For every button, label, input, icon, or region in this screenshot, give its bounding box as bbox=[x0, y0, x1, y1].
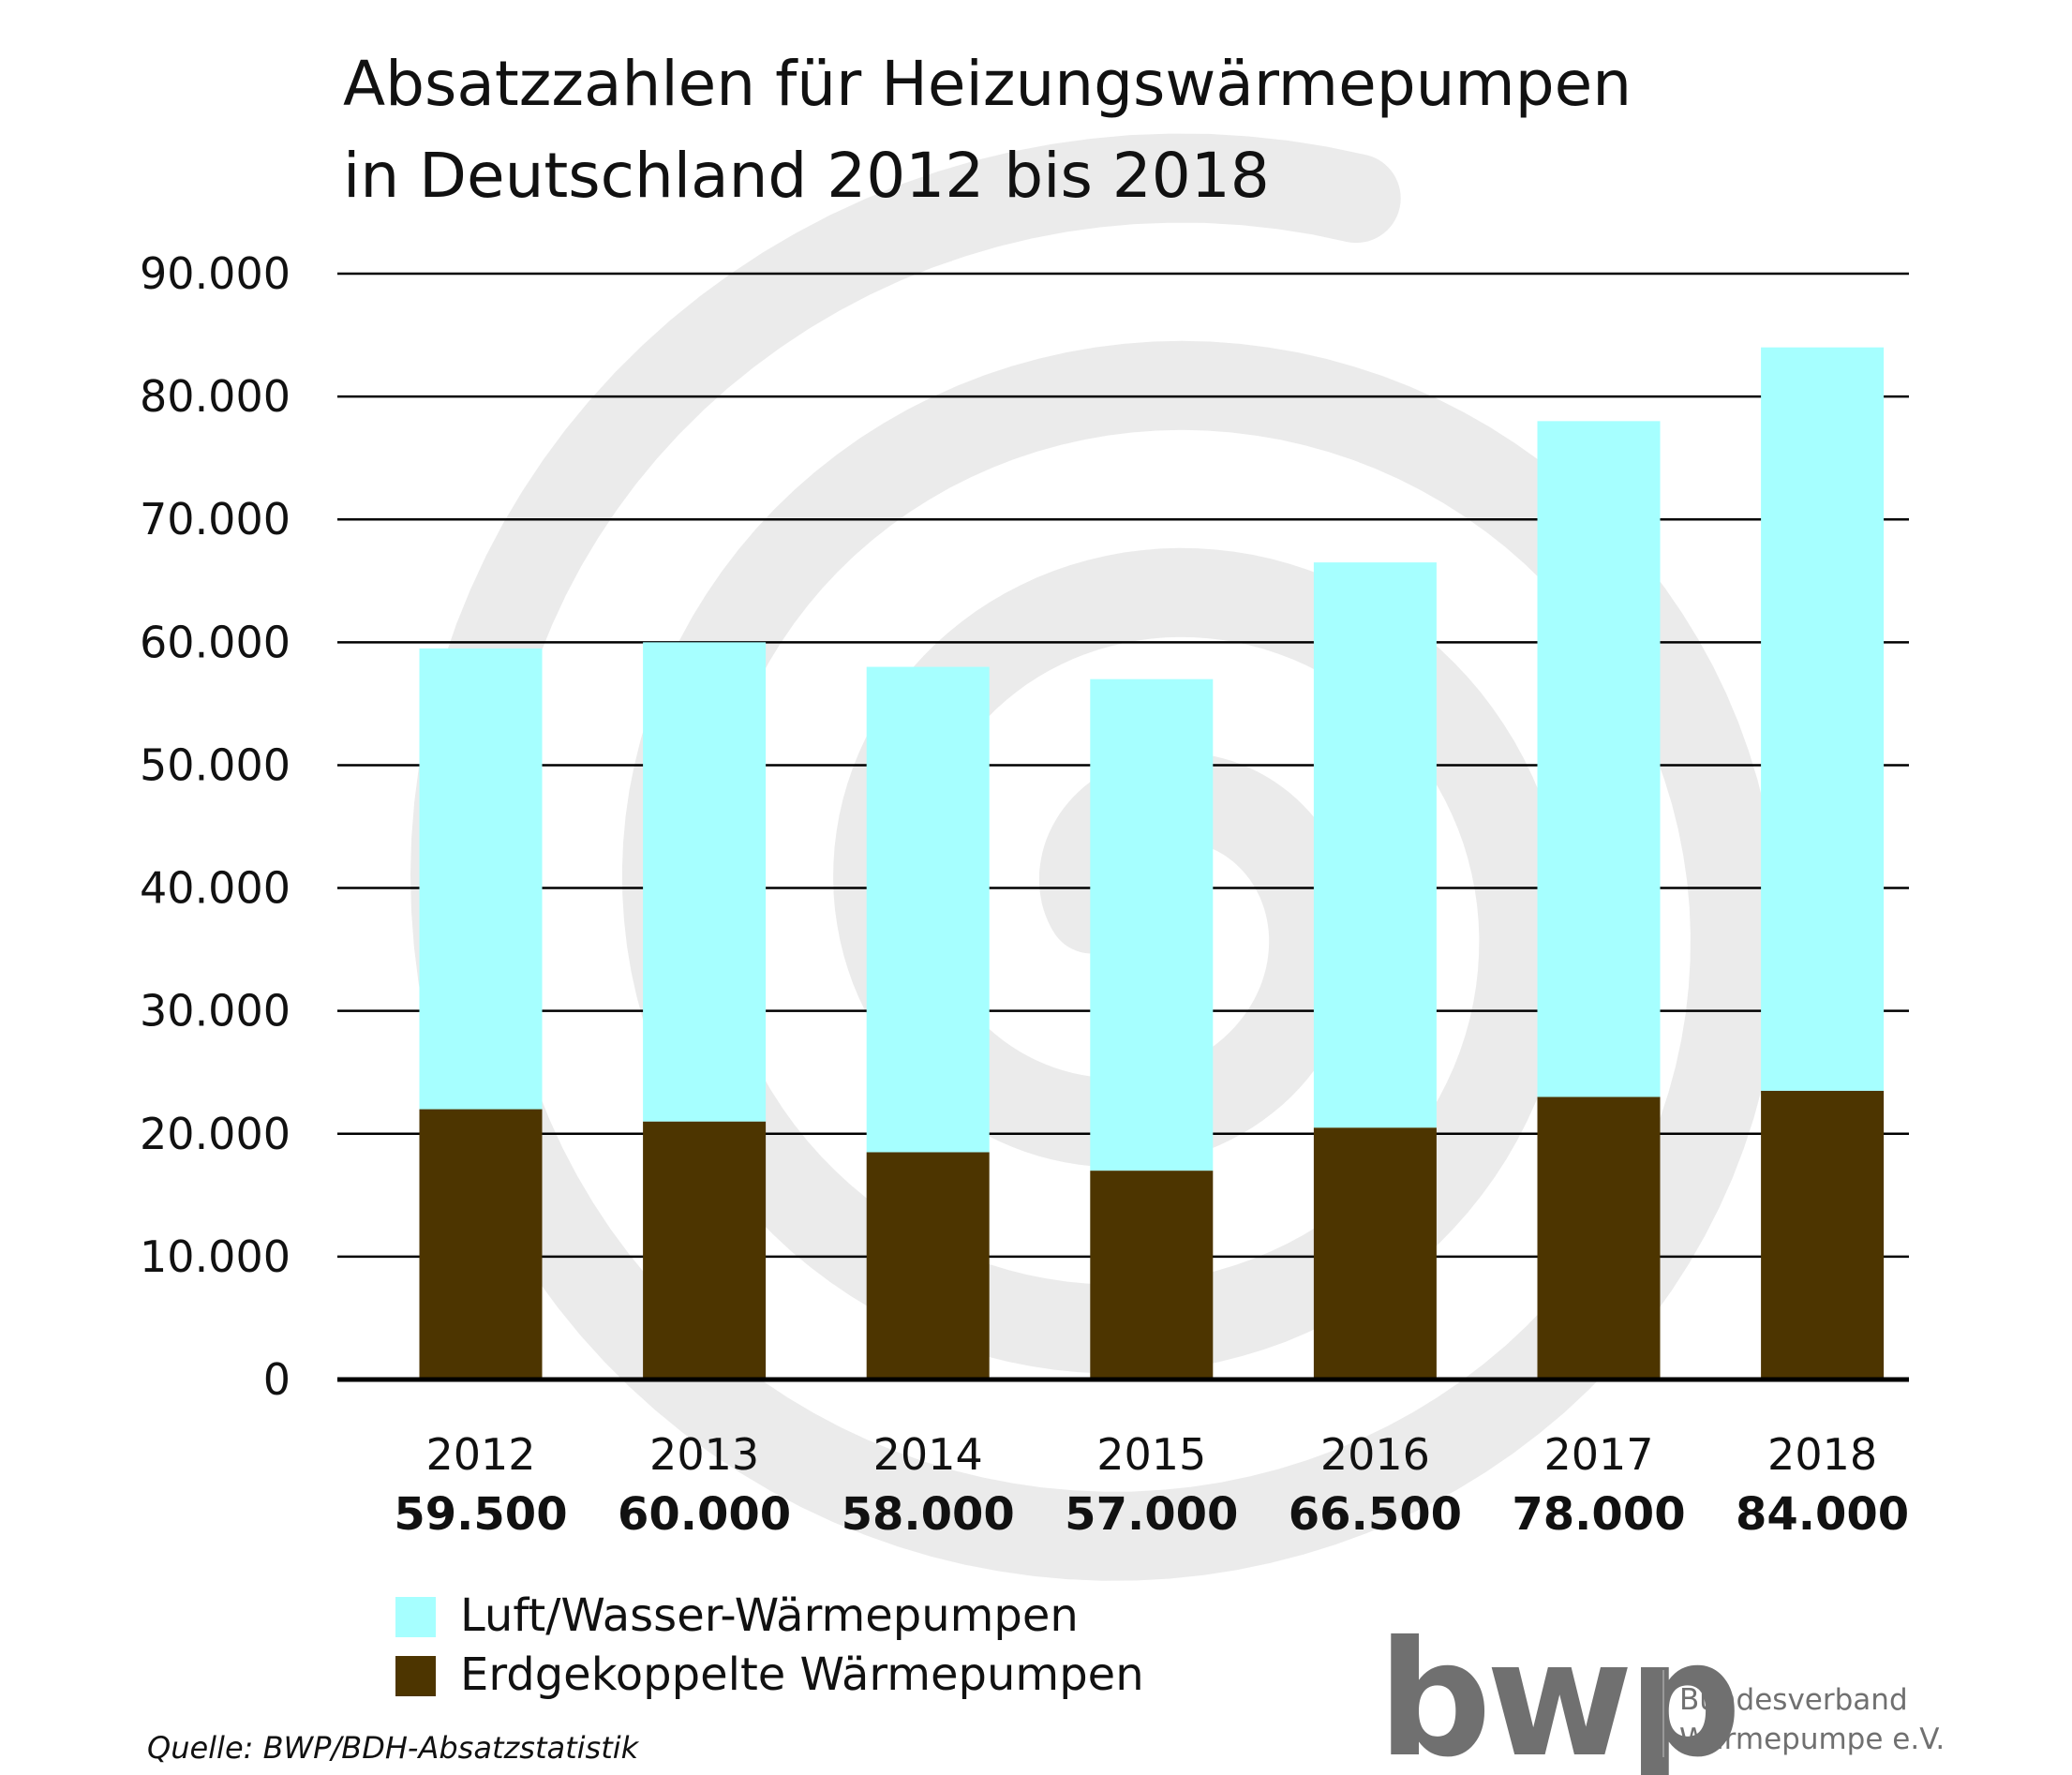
y-tick-label: 60.000 bbox=[140, 617, 291, 667]
x-tick-label: 2015 bbox=[1096, 1429, 1206, 1480]
y-tick-label: 40.000 bbox=[140, 863, 291, 914]
bar-segment bbox=[1537, 421, 1661, 1097]
total-label: 84.000 bbox=[1736, 1488, 1909, 1541]
bar-segment bbox=[866, 1152, 990, 1380]
x-tick-label: 2014 bbox=[873, 1429, 983, 1480]
bar-segment bbox=[1761, 347, 1885, 1091]
bar-segment bbox=[419, 1109, 543, 1380]
bar-segment bbox=[1313, 562, 1437, 1128]
chart-title: in Deutschland 2012 bis 2018 bbox=[343, 140, 1270, 212]
y-tick-label: 90.000 bbox=[140, 248, 291, 299]
y-tick-label: 30.000 bbox=[140, 986, 291, 1037]
legend-swatch bbox=[395, 1656, 436, 1696]
logo-text: Wärmepumpe e.V. bbox=[1679, 1723, 1945, 1756]
legend-label: Erdgekoppelte Wärmepumpen bbox=[460, 1648, 1144, 1701]
bar-segment bbox=[1313, 1127, 1437, 1380]
bar-segment bbox=[643, 642, 767, 1122]
bar-segment bbox=[643, 1121, 767, 1380]
plot-area: 0 10.000 20.000 30.000 40.000 50.000 60.000 70.… bbox=[140, 248, 1909, 1701]
logo-text: Bundesverband bbox=[1679, 1683, 1908, 1717]
total-label: 78.000 bbox=[1512, 1488, 1685, 1541]
y-tick-label: 80.000 bbox=[140, 371, 291, 422]
total-label: 66.500 bbox=[1289, 1488, 1462, 1541]
total-label: 60.000 bbox=[618, 1488, 791, 1541]
y-tick-label: 50.000 bbox=[140, 739, 291, 790]
x-tick-label: 2013 bbox=[649, 1429, 759, 1480]
total-label: 59.500 bbox=[394, 1488, 567, 1541]
logo-mark: bwp bbox=[1378, 1607, 1736, 1775]
total-label: 58.000 bbox=[842, 1488, 1015, 1541]
source-note: Quelle: BWP/BDH-Absatzstatistik bbox=[147, 1730, 640, 1766]
x-tick-label: 2017 bbox=[1543, 1429, 1653, 1480]
bar-segment bbox=[1090, 1171, 1214, 1380]
y-tick-label: 20.000 bbox=[140, 1109, 291, 1159]
y-tick-label: 70.000 bbox=[140, 494, 291, 544]
legend-label: Luft/Wasser-Wärmepumpen bbox=[460, 1589, 1079, 1642]
y-tick-label: 0 bbox=[263, 1354, 291, 1405]
x-tick-label: 2012 bbox=[425, 1429, 535, 1480]
bar-segment bbox=[1761, 1090, 1885, 1380]
total-label: 57.000 bbox=[1065, 1488, 1238, 1541]
legend-swatch bbox=[395, 1597, 436, 1637]
bar-segment bbox=[866, 666, 990, 1153]
bar-segment bbox=[419, 648, 543, 1110]
x-tick-label: 2018 bbox=[1767, 1429, 1877, 1480]
y-tick-label: 10.000 bbox=[140, 1231, 291, 1282]
bar-segment bbox=[1537, 1096, 1661, 1380]
chart-title: Absatzzahlen für Heizungswärmepumpen bbox=[343, 48, 1632, 120]
bar-segment bbox=[1090, 679, 1214, 1171]
x-tick-label: 2016 bbox=[1320, 1429, 1430, 1480]
